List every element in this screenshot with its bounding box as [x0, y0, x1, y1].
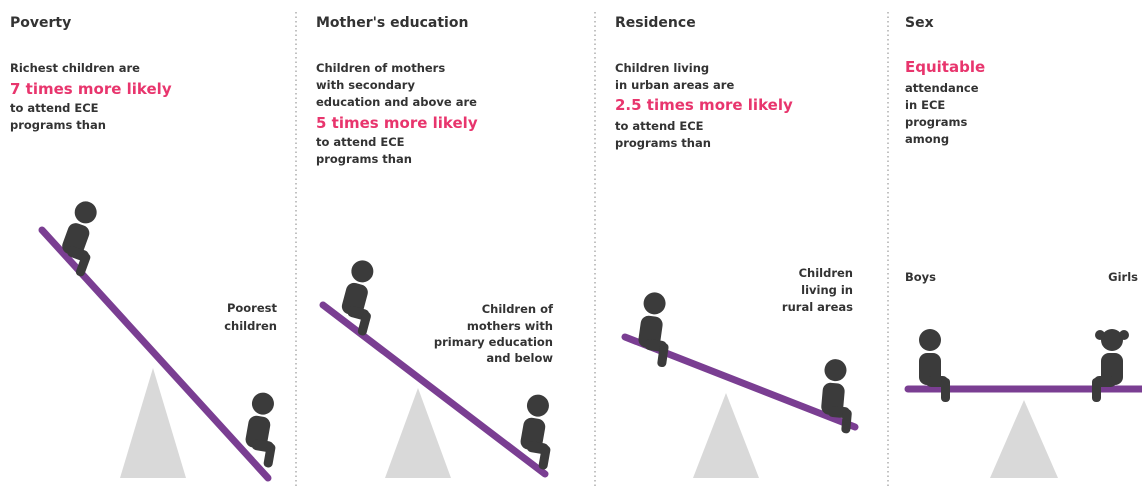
highlight: 7 times more likely	[10, 80, 172, 98]
child-figure	[54, 198, 109, 278]
fulcrum	[990, 400, 1058, 478]
text-line: programs	[905, 115, 967, 129]
text-line: to attend ECE	[615, 119, 704, 133]
panel-title: Sex	[905, 15, 934, 31]
seesaws	[38, 198, 1142, 482]
fulcrum	[120, 368, 186, 478]
panel-title: Mother's education	[316, 15, 468, 31]
label: Poorest	[227, 301, 278, 315]
text-line: to attend ECE	[10, 101, 99, 115]
label: Boys	[905, 270, 936, 284]
label: living in	[801, 283, 853, 297]
highlight: 5 times more likely	[316, 114, 478, 132]
text-line: education and above are	[316, 95, 477, 109]
label: Children	[799, 266, 853, 280]
label: rural areas	[782, 300, 853, 314]
text-line: in urban areas are	[615, 78, 734, 92]
panel-title: Poverty	[10, 15, 71, 31]
fulcrum	[385, 388, 451, 478]
text-line: attendance	[905, 81, 979, 95]
fulcrum	[693, 393, 759, 478]
text-line: Richest children are	[10, 61, 140, 75]
highlight: Equitable	[905, 58, 985, 76]
text-line: among	[905, 132, 949, 146]
label: primary education	[434, 335, 553, 349]
text-line: Children of mothers	[316, 61, 445, 75]
girl-figure	[1092, 329, 1129, 402]
text-line: in ECE	[905, 98, 945, 112]
text-line: programs than	[615, 136, 711, 150]
highlight: 2.5 times more likely	[615, 96, 793, 114]
text-line: with secondary	[316, 78, 415, 92]
texts: Poverty Richest children are 7 times more …	[10, 15, 1138, 365]
text-line: to attend ECE	[316, 135, 405, 149]
label: children	[224, 319, 277, 333]
label: mothers with	[467, 319, 553, 333]
separators	[295, 12, 889, 489]
child-figure	[335, 257, 385, 337]
panel-title: Residence	[615, 15, 696, 31]
label: and below	[486, 351, 553, 365]
label: Girls	[1108, 270, 1138, 284]
text-line: Children living	[615, 61, 709, 75]
label: Children of	[482, 302, 554, 316]
text-line: programs than	[10, 118, 106, 132]
text-line: programs than	[316, 152, 412, 166]
